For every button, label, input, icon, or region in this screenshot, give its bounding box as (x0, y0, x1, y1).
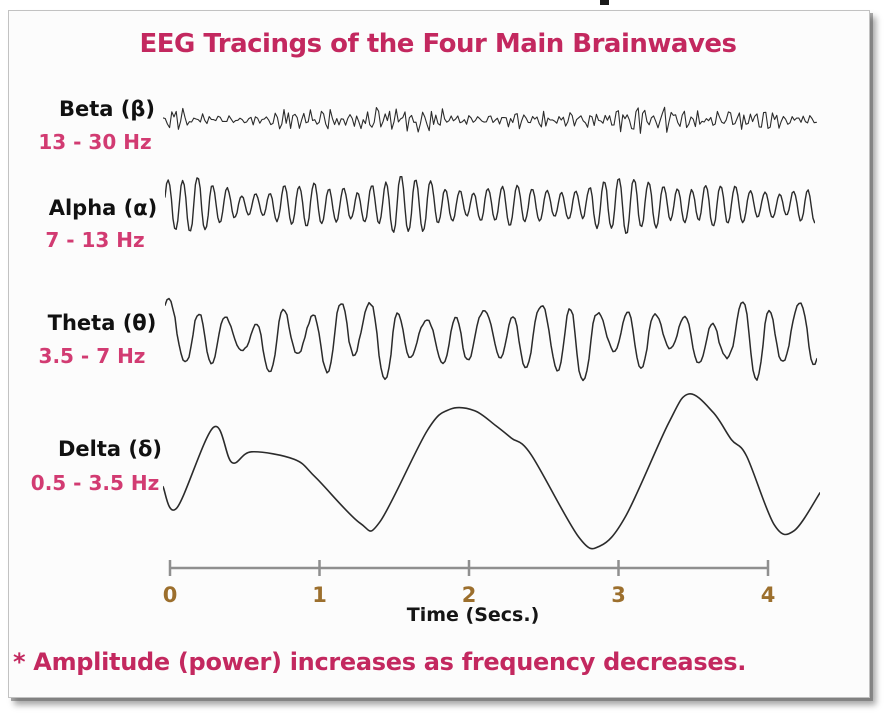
theta-frequency-range: 3.5 - 7 Hz (38, 344, 146, 368)
axis-tick-label: 4 (761, 583, 776, 607)
axis-tick-label: 3 (611, 583, 626, 607)
axis-tick-label: 2 (462, 583, 477, 607)
alpha-trace-svg (165, 176, 815, 234)
beta-trace-svg (163, 106, 817, 134)
delta-label: Delta (δ) (57, 437, 162, 461)
delta-frequency-range: 0.5 - 3.5 Hz (30, 471, 160, 495)
axis-tick-label: 0 (163, 583, 177, 607)
screen-edge-artifact (600, 0, 609, 5)
theta-trace-svg (165, 297, 817, 382)
alpha-label: Alpha (α) (48, 196, 158, 220)
beta-frequency-range: 13 - 30 Hz (38, 130, 152, 154)
time-axis: 0 1 2 3 4 (163, 560, 776, 607)
axis-tick-label: 1 (312, 583, 327, 607)
alpha-frequency-range: 7 - 13 Hz (45, 228, 145, 252)
beta-label: Beta (β) (59, 97, 155, 121)
time-axis-label: Time (Secs.) (406, 604, 540, 626)
delta-trace-svg (163, 393, 820, 550)
amplitude-footnote: * Amplitude (power) increases as frequen… (13, 648, 747, 676)
figure-title: EEG Tracings of the Four Main Brainwaves (139, 29, 737, 59)
theta-label: Theta (θ) (47, 311, 157, 335)
